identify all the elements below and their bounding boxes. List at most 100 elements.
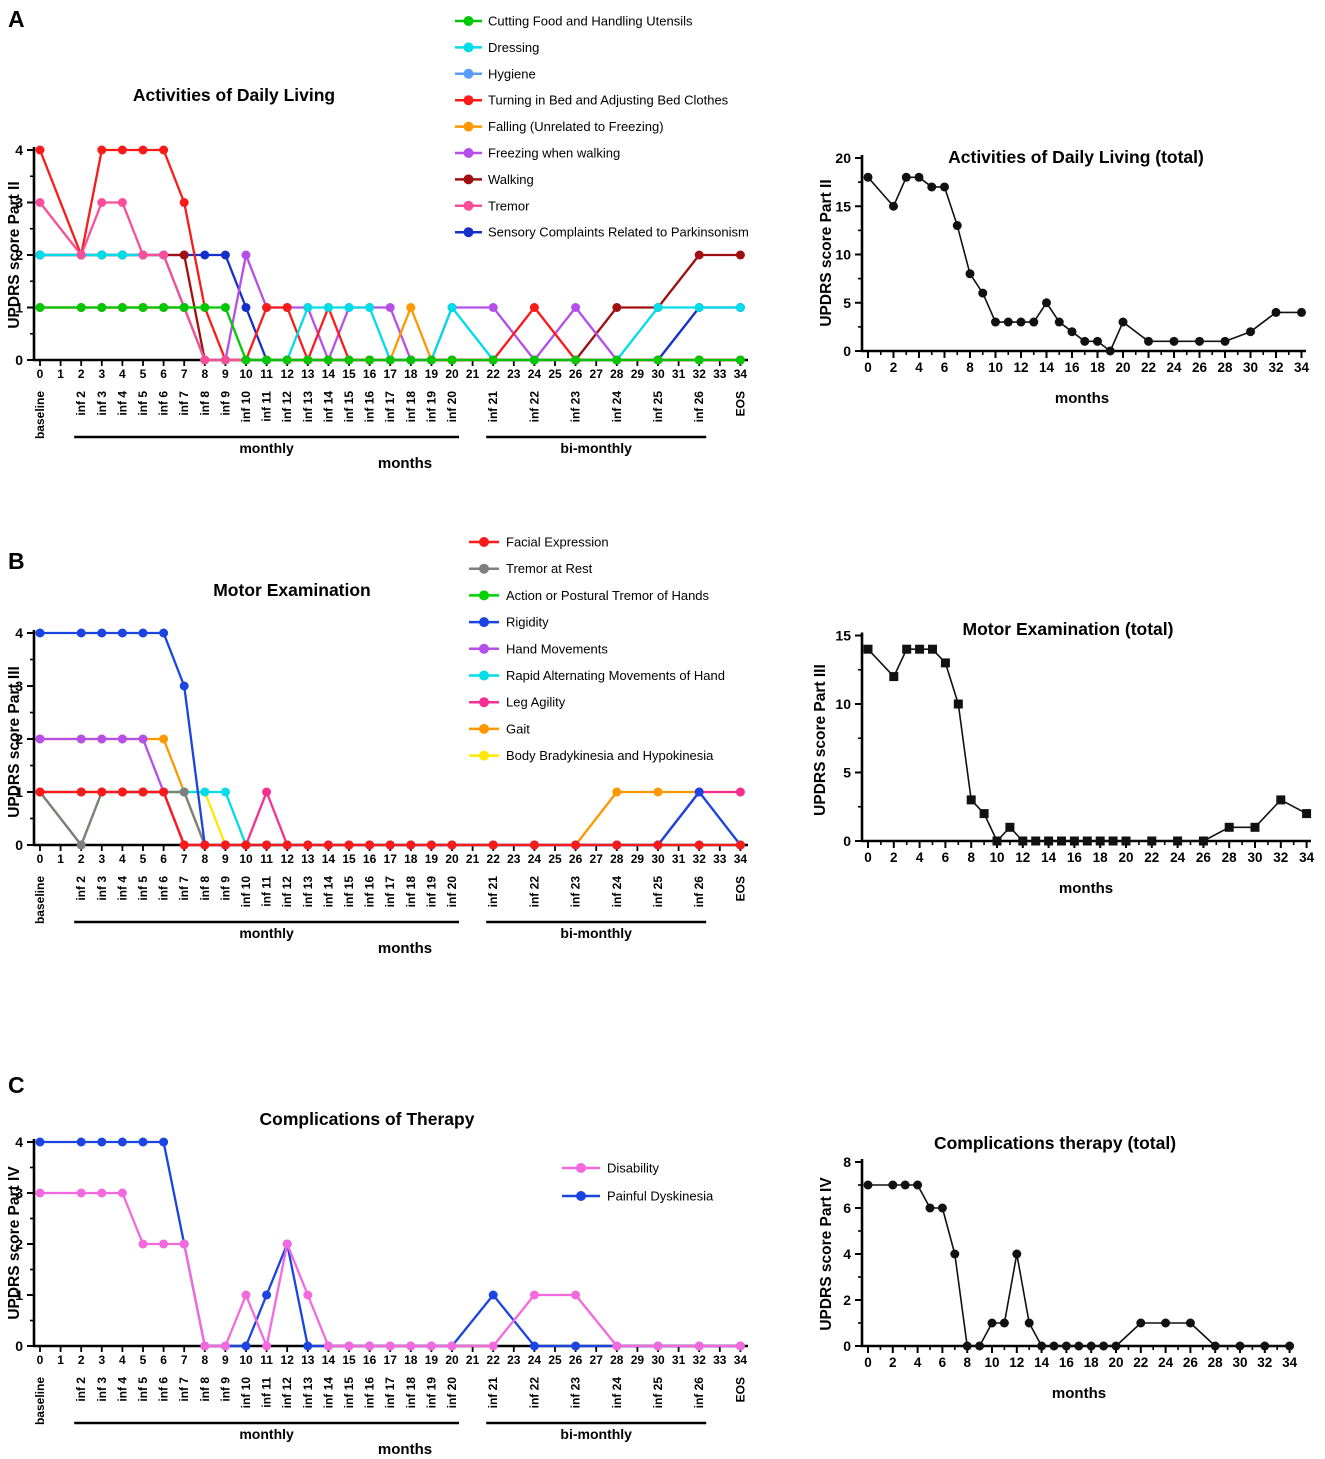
x-tick-label: 8 — [967, 850, 975, 865]
marker — [385, 355, 395, 365]
x-tick-label: 25 — [548, 367, 562, 381]
marker — [97, 1188, 107, 1198]
visit-label: inf 7 — [177, 391, 191, 416]
markers-tremor-at-rest — [35, 787, 745, 850]
x-tick-label: 29 — [631, 852, 645, 866]
marker — [97, 628, 107, 638]
marker — [1195, 336, 1204, 346]
group-label-monthly: monthly — [239, 440, 294, 456]
series-line — [867, 648, 1307, 842]
visit-label: inf 15 — [342, 391, 356, 423]
marker — [488, 840, 498, 850]
marker — [447, 355, 457, 365]
marker — [282, 355, 292, 365]
y-tick-label: 3 — [15, 1185, 23, 1201]
y-tick-label: 10 — [835, 696, 851, 712]
marker — [1074, 1341, 1084, 1351]
visit-label: inf 24 — [610, 391, 624, 423]
x-tick-label: 18 — [1084, 1355, 1100, 1370]
x-tick-label: 32 — [1273, 850, 1288, 865]
markers-adl-total — [863, 172, 1306, 356]
x-tick-label: 7 — [181, 1353, 188, 1367]
series-action-or-postural-tremor-of-hands — [35, 787, 745, 850]
marker — [488, 1290, 498, 1300]
visit-label: inf 24 — [610, 1377, 624, 1409]
marker — [1111, 1341, 1121, 1351]
marker — [991, 317, 1000, 327]
marker — [241, 250, 251, 260]
legend-item-tremor-at-rest: Tremor at Rest — [469, 561, 593, 576]
x-tick-label: 30 — [1243, 360, 1258, 375]
x-tick-label: 24 — [528, 852, 542, 866]
visit-label: inf 26 — [692, 391, 706, 423]
marker — [612, 303, 622, 312]
marker — [426, 840, 436, 850]
x-tick-label: 15 — [342, 1353, 356, 1367]
x-tick-label: 20 — [445, 1353, 459, 1367]
marker — [889, 672, 899, 682]
x-axis-label: months — [1059, 880, 1113, 897]
series-motor-total — [863, 644, 1312, 846]
visit-label: inf 2 — [74, 391, 88, 416]
group-label-bimonthly: bi-monthly — [560, 440, 632, 456]
visit-label: inf 18 — [404, 876, 418, 908]
x-tick-label: 28 — [610, 1353, 624, 1367]
marker — [529, 355, 539, 365]
x-tick-label: 12 — [281, 1353, 295, 1367]
marker — [97, 145, 107, 155]
marker — [694, 303, 704, 312]
series-facial-expression — [35, 787, 745, 850]
legend-marker — [479, 590, 489, 601]
series-cutting-food-and-handling-utensils — [35, 303, 745, 365]
x-axis-ticks: 0 1 2 3 4 5 6 7 8 9 10 11 12 13 14 15 16 17 18 19 20 21 22 23 24… — [37, 360, 747, 381]
legend-item-freezing-when-walking: Freezing when walking — [455, 146, 620, 161]
visit-label: inf 12 — [280, 876, 294, 908]
marker — [262, 787, 272, 797]
legend-item-action-or-postural-tremor-of-hands: Action or Postural Tremor of Hands — [469, 588, 710, 603]
marker — [303, 840, 313, 850]
x-tick-label: 17 — [384, 852, 398, 866]
x-tick-label: 8 — [966, 360, 974, 375]
visit-label: inf 5 — [136, 876, 150, 901]
legend-label: Rapid Alternating Movements of Hand — [506, 668, 725, 683]
marker — [117, 628, 127, 638]
series-line — [40, 306, 741, 362]
legend-item-falling-unrelated-to-freezing: Falling (Unrelated to Freezing) — [455, 119, 664, 134]
markers-body-bradykinesia-and-hypokinesia — [35, 787, 745, 850]
marker — [901, 172, 911, 182]
x-tick-label: 0 — [864, 850, 872, 865]
legend-label: Disability — [607, 1161, 660, 1176]
visit-label: inf 8 — [198, 1377, 212, 1402]
visit-label: inf 23 — [569, 391, 583, 423]
marker — [1144, 336, 1153, 346]
x-tick-label: 19 — [425, 1353, 439, 1367]
x-tick-label: 9 — [222, 1353, 229, 1367]
marker — [612, 1341, 622, 1351]
panel-label-c: C — [8, 1072, 25, 1098]
legend-item-facial-expression: Facial Expression — [469, 535, 609, 550]
visit-label: inf 12 — [280, 391, 294, 423]
marker — [1031, 836, 1041, 846]
marker — [303, 355, 313, 365]
x-tick-label: 29 — [631, 1353, 645, 1367]
visit-label: inf 3 — [95, 876, 109, 901]
markers-motor-total — [863, 644, 1312, 846]
marker — [262, 303, 272, 312]
x-tick-label: 15 — [342, 852, 356, 866]
marker — [76, 840, 86, 850]
x-tick-label: 11 — [260, 367, 273, 381]
marker — [344, 355, 354, 365]
x-tick-label: 32 — [693, 1353, 707, 1367]
visit-label: inf 2 — [74, 1377, 88, 1402]
marker — [902, 644, 912, 654]
y-tick-label: 4 — [15, 142, 23, 158]
legend-label: Sensory Complaints Related to Parkinsoni… — [488, 225, 749, 240]
bottom-axis: baseline inf 2 inf 3 inf 4 inf 5 inf 6 inf 7 in… — [33, 391, 747, 472]
marker — [97, 250, 107, 260]
visit-label: inf 13 — [301, 876, 315, 908]
series-line — [39, 790, 741, 847]
y-tick-label: 3 — [15, 195, 23, 211]
marker — [138, 787, 148, 797]
marker — [1016, 317, 1026, 327]
